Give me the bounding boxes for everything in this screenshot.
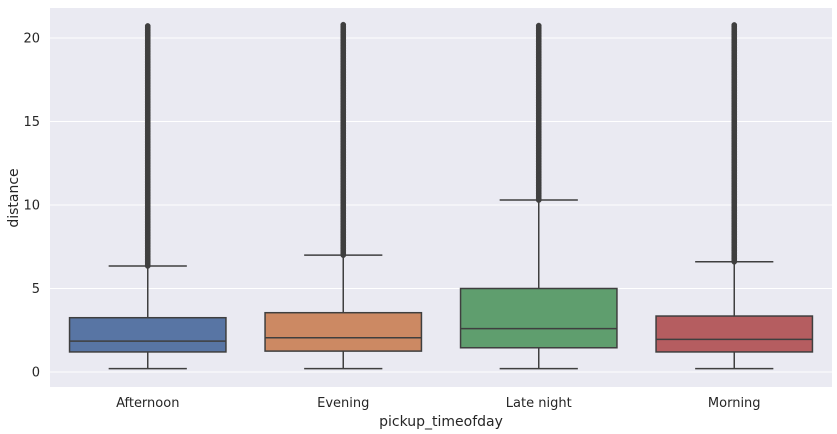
x-axis-label: pickup_timeofday bbox=[379, 414, 503, 430]
y-tick-label: 10 bbox=[23, 199, 40, 214]
y-tick-label: 15 bbox=[23, 115, 40, 130]
box-evening bbox=[264, 311, 423, 352]
y-tick-label: 20 bbox=[23, 32, 40, 47]
box-morning bbox=[655, 315, 814, 353]
box-afternoon bbox=[68, 316, 227, 353]
outlier-point bbox=[340, 21, 347, 28]
x-tick-label: Afternoon bbox=[116, 396, 179, 411]
box-late-night bbox=[459, 287, 618, 349]
outlier-points bbox=[535, 22, 542, 203]
x-tick-label: Late night bbox=[506, 396, 572, 411]
outlier-points bbox=[340, 21, 347, 258]
boxes bbox=[68, 21, 814, 370]
gridlines bbox=[50, 37, 832, 373]
y-tick-label: 0 bbox=[32, 365, 40, 380]
y-tick-labels: 0 5 10 15 20 bbox=[23, 32, 40, 381]
outlier-points bbox=[144, 23, 151, 269]
x-tick-label: Evening bbox=[317, 396, 369, 411]
y-tick-label: 5 bbox=[32, 282, 40, 297]
outlier-point bbox=[144, 23, 151, 29]
outlier-points bbox=[731, 22, 738, 265]
outlier-point bbox=[731, 22, 738, 28]
y-axis-label: distance bbox=[6, 168, 22, 227]
x-tick-label: Morning bbox=[708, 396, 761, 411]
x-tick-labels: Afternoon Evening Late night Morning bbox=[116, 396, 761, 411]
outlier-point bbox=[535, 22, 542, 29]
